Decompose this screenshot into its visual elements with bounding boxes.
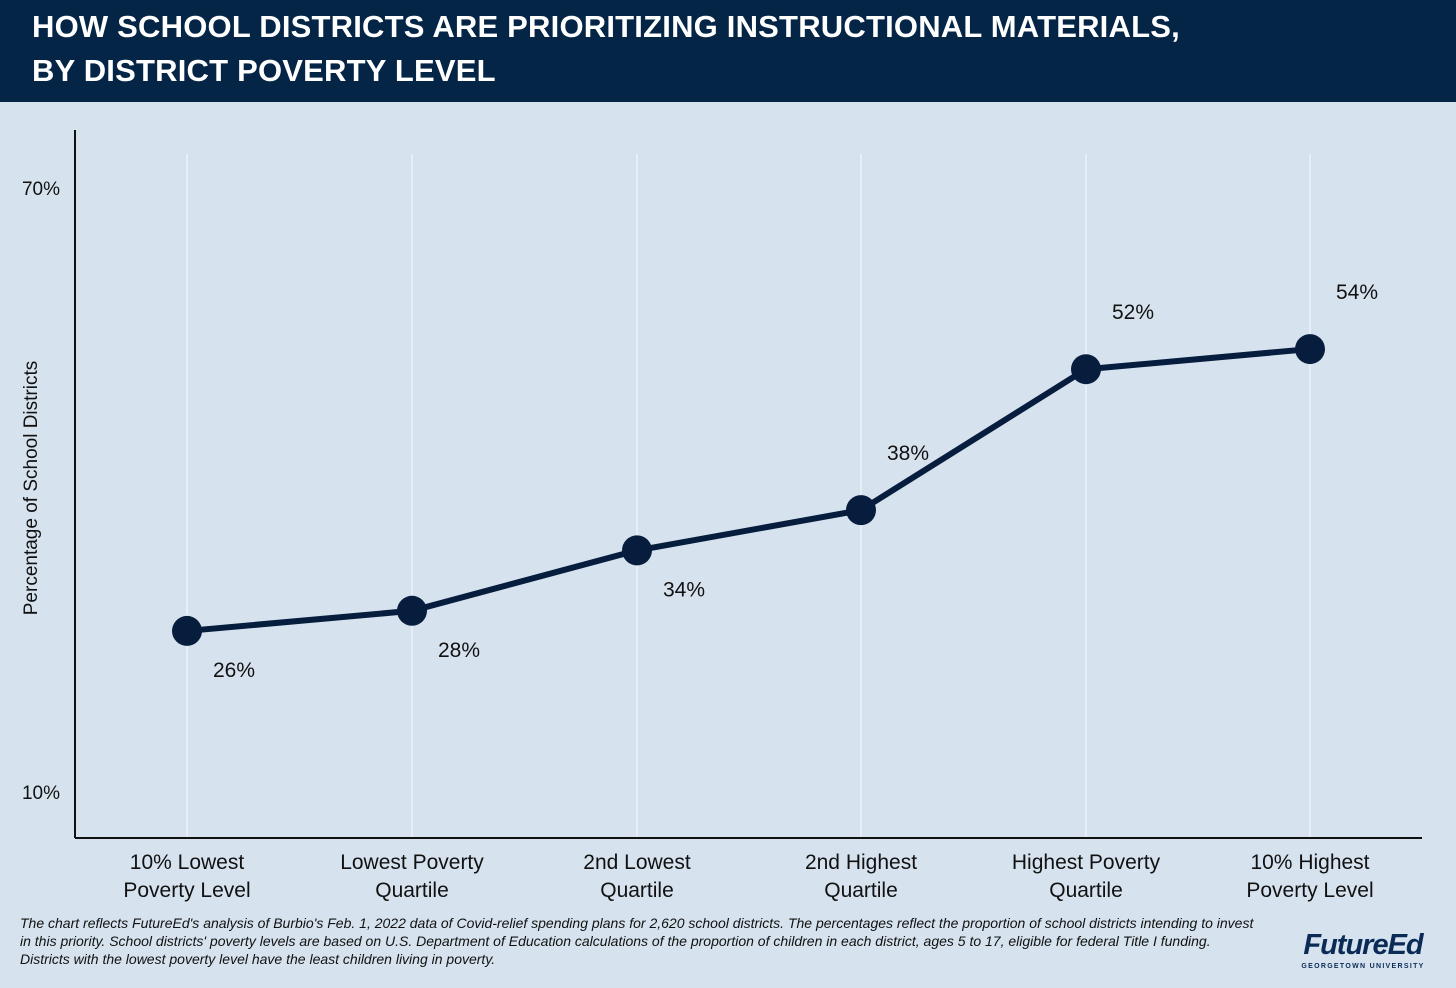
data-point [1071, 354, 1101, 385]
data-labels: 26% 28% 34% 38% 52% 54% [213, 281, 1378, 682]
title-banner: HOW SCHOOL DISTRICTS ARE PRIORITIZING IN… [0, 0, 1456, 102]
data-point [846, 495, 876, 526]
x-tick-label: Lowest Poverty [340, 851, 484, 874]
data-point [397, 595, 427, 626]
x-tick-label: Poverty Level [1246, 879, 1373, 902]
x-tick-label: Quartile [824, 879, 898, 902]
data-series [172, 334, 1325, 646]
logo-subtitle: GEORGETOWN UNIVERSITY [1301, 963, 1425, 970]
x-tick-label: Quartile [600, 879, 674, 902]
axes [74, 130, 1422, 839]
y-tick-label: 10% [22, 783, 60, 804]
chart-title-line-2: BY DISTRICT POVERTY LEVEL [32, 53, 496, 88]
data-label: 26% [213, 659, 255, 682]
data-label: 54% [1336, 281, 1378, 304]
data-label: 28% [438, 639, 480, 662]
logo-wordmark: FutureEd [1303, 929, 1423, 961]
data-label: 52% [1112, 301, 1154, 324]
data-point [622, 535, 652, 566]
x-tick-label: 10% Highest [1250, 851, 1369, 874]
x-tick-label: Quartile [1049, 879, 1123, 902]
x-tick-label: 2nd Highest [805, 851, 917, 874]
footnote: The chart reflects FutureEd's analysis o… [20, 915, 1254, 967]
data-point [172, 615, 202, 646]
futureed-logo: FutureEd GEORGETOWN UNIVERSITY [1293, 930, 1433, 970]
data-point [1295, 334, 1325, 365]
x-tick-label: Poverty Level [123, 879, 250, 902]
data-label: 38% [887, 442, 929, 465]
x-tick-label: 10% Lowest [130, 851, 245, 874]
gridlines [186, 154, 1311, 838]
tick-labels: 10% 70% 10% Lowest Poverty Level Lowest Pove… [22, 179, 1374, 902]
x-tick-label: Quartile [375, 879, 449, 902]
y-tick-label: 70% [22, 179, 60, 200]
data-label: 34% [663, 578, 705, 601]
x-tick-label: 2nd Lowest [583, 851, 691, 874]
y-axis-label: Percentage of School Districts [21, 361, 42, 616]
chart-title-line-1: HOW SCHOOL DISTRICTS ARE PRIORITIZING IN… [32, 9, 1180, 44]
x-tick-label: Highest Poverty [1012, 851, 1161, 874]
line-chart: 10% 70% 10% Lowest Poverty Level Lowest Pove… [21, 130, 1422, 902]
series-line [186, 346, 1311, 634]
